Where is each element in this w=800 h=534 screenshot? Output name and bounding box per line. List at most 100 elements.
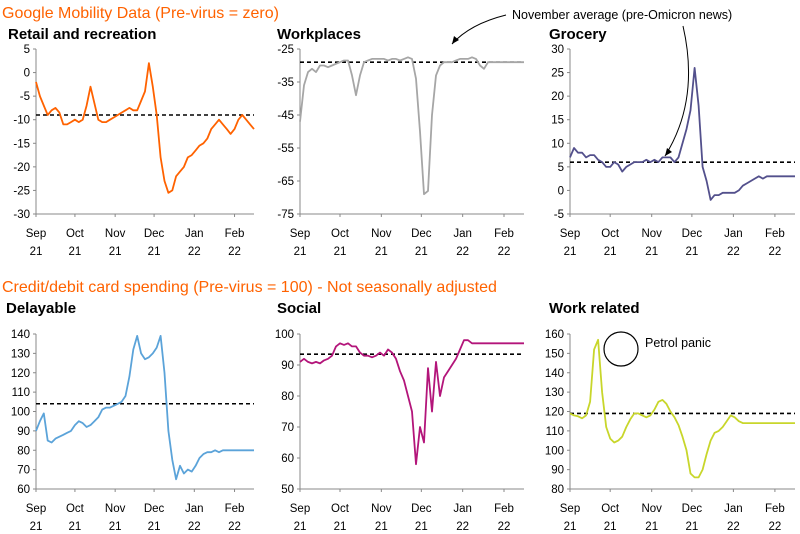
workplaces-x-tick-label: Jan xyxy=(453,228,472,240)
workplaces-x-tick-year: 22 xyxy=(456,246,469,258)
retail-y-tick-label: -15 xyxy=(13,138,30,150)
retail-x-tick-label: Jan xyxy=(185,228,204,240)
workplaces-y-tick-label: -35 xyxy=(277,77,294,89)
delayable-x-tick-year: 21 xyxy=(30,521,43,533)
retail-y-tick-label: -25 xyxy=(13,185,30,197)
social-x-tick-label: Feb xyxy=(494,503,514,515)
petrol-panic-circle xyxy=(603,331,639,367)
work-related-x-tick-year: 21 xyxy=(645,521,658,533)
social-series-line xyxy=(299,339,524,466)
work-related-series-line xyxy=(569,338,795,479)
delayable-y-tick-label: 100 xyxy=(11,407,30,419)
retail-y-tick-label: -10 xyxy=(13,115,30,127)
november-arrow-right xyxy=(664,25,690,157)
november-arrowhead-right xyxy=(665,148,672,156)
social-x-tick-label: Nov xyxy=(371,503,392,515)
retail-x-tick-label: Nov xyxy=(105,228,126,240)
panel-workplaces: Workplaces -25 -35 -45 -55 -65 -75 Sep 21 Oct 21 N… xyxy=(277,26,524,258)
social-x-tick-year: 21 xyxy=(294,521,307,533)
panel-title-retail: Retail and recreation xyxy=(8,26,156,43)
delayable-x-tick-label: Jan xyxy=(185,503,204,515)
delayable-x-tick-year: 22 xyxy=(188,521,201,533)
delayable-x-tick-year: 21 xyxy=(109,521,122,533)
grocery-x-tick-label: Jan xyxy=(724,228,743,240)
delayable-y-tick-label: 130 xyxy=(11,348,30,360)
work-related-x-tick-label: Feb xyxy=(765,503,785,515)
workplaces-y-tick-label: -45 xyxy=(277,110,294,122)
grocery-x-tick-year: 21 xyxy=(604,246,617,258)
social-x-tick-label: Sep xyxy=(290,503,310,515)
social-x-tick-year: 21 xyxy=(375,521,388,533)
social-x-tick-label: Jan xyxy=(453,503,472,515)
work-related-y-tick-label: 160 xyxy=(545,329,564,341)
retail-y-tick-label: -30 xyxy=(13,209,30,221)
work-related-y-tick-label: 120 xyxy=(545,407,564,419)
social-y-tick-label: 60 xyxy=(281,453,294,465)
bottom-section-title: Credit/debit card spending (Pre-virus = … xyxy=(2,279,497,296)
panel-work-related: Work related 160 150 140 130 120 110 100 90 80 Se… xyxy=(545,300,795,533)
delayable-x-tick-label: Nov xyxy=(105,503,126,515)
workplaces-y-tick-label: -55 xyxy=(277,143,294,155)
work-related-x-tick-year: 21 xyxy=(685,521,698,533)
retail-series-line xyxy=(35,62,255,194)
work-related-y-tick-label: 130 xyxy=(545,387,564,399)
panel-social: Social 100 90 80 70 60 50 Sep 21 Oct 21 Nov 21 Dec 21… xyxy=(275,300,524,533)
work-related-x-tick-year: 21 xyxy=(564,521,577,533)
retail-x-tick-label: Dec xyxy=(144,228,165,240)
retail-x-tick-year: 22 xyxy=(228,246,241,258)
retail-x-tick-label: Feb xyxy=(225,228,245,240)
grocery-y-tick-label: 5 xyxy=(558,162,564,174)
work-related-y-tick-label: 150 xyxy=(545,348,564,360)
retail-x-tick-year: 21 xyxy=(148,246,161,258)
workplaces-x-tick-year: 22 xyxy=(498,246,511,258)
social-x-tick-year: 22 xyxy=(498,521,511,533)
grocery-x-tick-label: Dec xyxy=(682,228,703,240)
grocery-x-tick-year: 21 xyxy=(564,246,577,258)
work-related-x-tick-label: Dec xyxy=(682,503,703,515)
grocery-x-tick-year: 22 xyxy=(769,246,782,258)
workplaces-y-tick-label: -65 xyxy=(277,176,294,188)
social-y-tick-label: 90 xyxy=(281,360,294,372)
work-related-x-tick-label: Oct xyxy=(601,503,620,515)
panel-delayable: Delayable 140 130 120 110 100 90 80 70 60 Sep 21 Oc… xyxy=(6,300,254,533)
social-x-tick-year: 21 xyxy=(415,521,428,533)
grocery-x-tick-label: Oct xyxy=(601,228,620,240)
top-section-title: Google Mobility Data (Pre-virus = zero) xyxy=(2,5,279,22)
work-related-y-tick-label: 100 xyxy=(545,445,564,457)
november-average-label: November average (pre-Omicron news) xyxy=(512,8,732,22)
panel-title-grocery: Grocery xyxy=(549,26,607,43)
work-related-x-tick-year: 22 xyxy=(727,521,740,533)
work-related-y-tick-label: 90 xyxy=(551,465,564,477)
workplaces-x-tick-label: Feb xyxy=(494,228,514,240)
grocery-y-tick-label: -5 xyxy=(554,209,564,221)
retail-y-tick-label: 5 xyxy=(24,44,30,56)
social-x-tick-label: Dec xyxy=(411,503,432,515)
panel-title-social: Social xyxy=(277,300,321,317)
work-related-x-tick-label: Sep xyxy=(560,503,580,515)
workplaces-x-tick-label: Oct xyxy=(331,228,350,240)
work-related-x-tick-label: Nov xyxy=(641,503,662,515)
delayable-y-tick-label: 90 xyxy=(17,426,30,438)
social-y-tick-label: 100 xyxy=(275,329,294,341)
workplaces-y-tick-label: -25 xyxy=(277,44,294,56)
petrol-panic-label: Petrol panic xyxy=(645,336,711,350)
grocery-x-tick-label: Feb xyxy=(765,228,785,240)
grocery-x-tick-label: Nov xyxy=(641,228,662,240)
grocery-y-tick-label: 25 xyxy=(551,68,564,80)
panel-grocery: Grocery 30 25 20 15 10 5 0 -5 Sep 21 Oct 21 Nov 21 Dec… xyxy=(549,26,795,258)
delayable-series-line xyxy=(35,334,254,481)
workplaces-x-tick-year: 21 xyxy=(415,246,428,258)
grocery-y-tick-label: 15 xyxy=(551,115,564,127)
retail-x-tick-year: 21 xyxy=(69,246,82,258)
workplaces-x-tick-label: Sep xyxy=(290,228,310,240)
delayable-y-tick-label: 120 xyxy=(11,368,30,380)
delayable-x-tick-year: 21 xyxy=(148,521,161,533)
delayable-x-tick-label: Sep xyxy=(26,503,46,515)
delayable-y-tick-label: 60 xyxy=(17,484,30,496)
workplaces-x-tick-label: Dec xyxy=(411,228,432,240)
november-arrowhead-left xyxy=(452,36,459,44)
panel-title-workplaces: Workplaces xyxy=(277,26,361,43)
panel-title-work-related: Work related xyxy=(549,300,640,317)
social-y-tick-label: 70 xyxy=(281,422,294,434)
delayable-y-tick-label: 140 xyxy=(11,329,30,341)
